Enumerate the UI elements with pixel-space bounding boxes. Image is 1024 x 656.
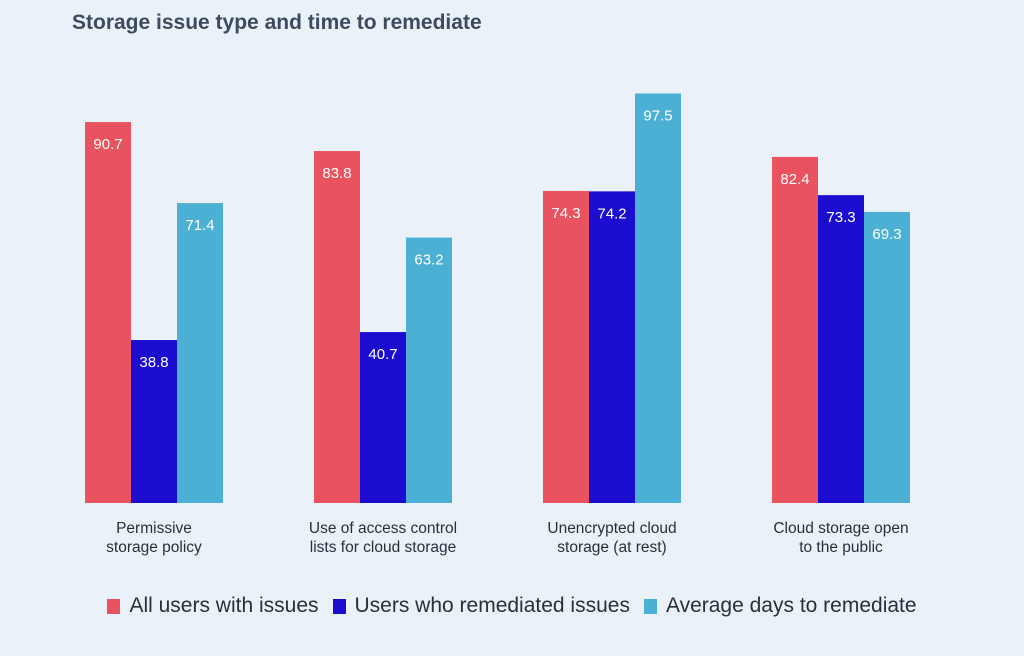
legend-item: Average days to remediate [643,594,917,618]
category-label: Cloud storage open [773,520,908,537]
chart-title: Storage issue type and time to remediate [72,11,482,34]
bar-value-label: 69.3 [872,226,901,243]
category-label: storage policy [106,539,202,556]
category-label: storage (at rest) [557,539,666,556]
bar-value-label: 40.7 [368,346,397,363]
legend-swatch [332,598,346,614]
legend-swatch [643,598,657,614]
bar [406,237,452,503]
bar [772,156,818,504]
bar-value-label: 97.5 [643,108,672,125]
legend-label: Users who remediated issues [354,594,630,617]
bar-value-label: 38.8 [139,354,168,371]
bar [314,151,360,504]
category-label: to the public [799,539,883,556]
bar-value-label: 74.2 [597,205,626,222]
legend-label: Average days to remediate [665,594,917,617]
bar-value-label: 90.7 [93,136,122,153]
bar-value-label: 71.4 [185,217,214,234]
bar-value-label: 83.8 [322,165,351,182]
legend-label: All users with issues [129,594,319,617]
bar-value-label: 63.2 [414,252,443,269]
bar [85,122,131,503]
bar-value-label: 73.3 [826,209,855,226]
category-label: Use of access control [309,520,457,537]
bar [589,191,635,504]
category-label: Permissive [116,520,192,537]
bar [635,93,681,503]
chart-legend: All users with issues Users who remediate… [0,594,1024,618]
category-label: Unencrypted cloud [547,520,676,537]
legend-swatch [107,598,121,614]
bar [131,340,177,503]
category-label: lists for cloud storage [310,539,456,556]
bar-value-label: 74.3 [551,205,580,222]
bar-value-label: 82.4 [780,171,809,188]
bar [818,195,864,503]
bar [360,332,406,503]
legend-item: Users who remediated issues [332,594,630,618]
bar [177,203,223,503]
bar [543,190,589,503]
bar [864,211,910,503]
bar-chart: 90.7 38.8 71.4 Permissive storage policy 83.8… [85,93,910,556]
legend-item: All users with issues [107,594,319,618]
